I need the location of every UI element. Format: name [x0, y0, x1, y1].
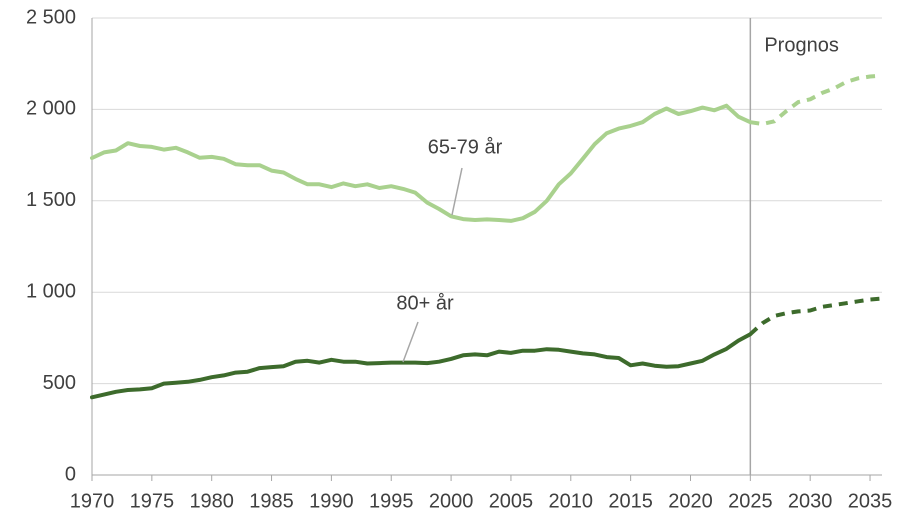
series-label: 80+ år	[396, 292, 454, 314]
x-tick-label: 2005	[489, 490, 534, 512]
x-tick-label: 2035	[848, 490, 893, 512]
x-tick-label: 1970	[70, 490, 115, 512]
x-tick-label: 2010	[549, 490, 594, 512]
y-tick-label: 2 000	[26, 98, 76, 120]
label-leader	[451, 167, 463, 216]
label-leader	[402, 321, 419, 363]
forecast-series-line	[748, 296, 883, 336]
series-line	[90, 103, 753, 223]
x-tick-label: 2015	[608, 490, 653, 512]
x-tick-label: 2020	[668, 490, 713, 512]
series-line	[90, 332, 753, 400]
y-tick-label: 500	[43, 372, 76, 394]
x-tick-label: 2000	[429, 490, 474, 512]
x-tick-label: 1985	[249, 490, 294, 512]
x-tick-label: 2030	[788, 490, 833, 512]
y-tick-label: 1 500	[26, 189, 76, 211]
y-tick-label: 0	[65, 463, 76, 485]
forecast-label: Prognos	[764, 34, 839, 56]
x-tick-label: 1975	[130, 490, 175, 512]
y-tick-label: 1 000	[26, 280, 76, 302]
y-tick-label: 2 500	[26, 6, 76, 28]
x-tick-label: 1995	[369, 490, 414, 512]
x-tick-label: 1980	[189, 490, 234, 512]
series-label: 65-79 år	[428, 136, 503, 158]
x-tick-label: 2025	[728, 490, 773, 512]
forecast-series-line	[750, 73, 883, 126]
x-tick-label: 1990	[309, 490, 354, 512]
